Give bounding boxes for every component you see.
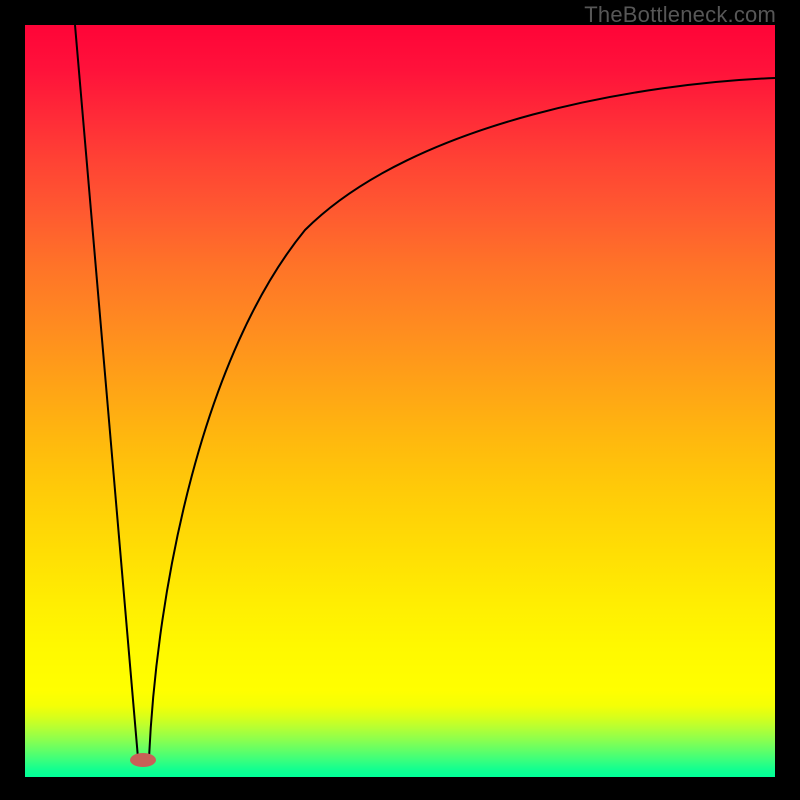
watermark-text: TheBottleneck.com: [584, 2, 776, 28]
minimum-marker: [130, 753, 156, 767]
chart-outer: TheBottleneck.com: [0, 0, 800, 800]
plot-background: [25, 25, 775, 777]
chart-svg: [0, 0, 800, 800]
